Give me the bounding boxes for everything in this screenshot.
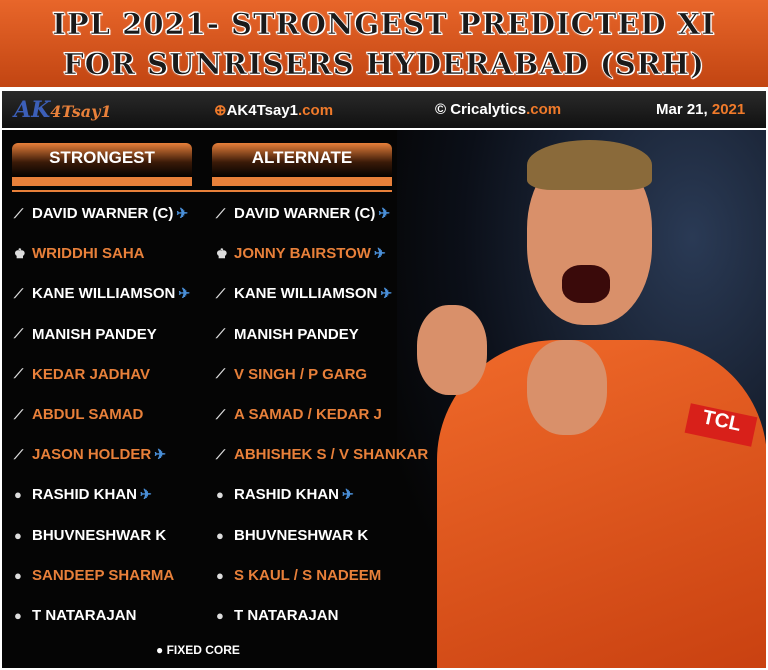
- player-name: MANISH PANDEY: [234, 325, 359, 343]
- player-name: ABDUL SAMAD: [32, 406, 144, 423]
- bat-icon: ⟋: [14, 446, 24, 462]
- player-name: BHUVNESHWAR K: [32, 526, 167, 544]
- bat-icon: ⟋: [216, 205, 226, 221]
- bat-icon: ⟋: [216, 326, 226, 342]
- player-row: ⟋ KANE WILLIAMSON ✈: [216, 285, 392, 302]
- ball-icon: ●: [14, 527, 22, 543]
- player-name: KANE WILLIAMSON: [32, 285, 176, 303]
- bat-icon: ⟋: [14, 285, 24, 301]
- ball-icon: ●: [216, 487, 224, 503]
- player-row: ● SANDEEP SHARMA: [14, 567, 174, 584]
- player-row: ⟋ V SINGH / P GARG: [216, 366, 367, 383]
- player-name: KANE WILLIAMSON: [234, 285, 378, 303]
- player-row: ● RASHID KHAN ✈: [216, 486, 354, 503]
- ball-icon: ●: [156, 643, 167, 657]
- player-name: RASHID KHAN: [32, 486, 137, 504]
- player-name: T NATARAJAN: [234, 607, 339, 624]
- player-row: ♚ JONNY BAIRSTOW ✈: [216, 245, 386, 262]
- bat-icon: ⟋: [14, 326, 24, 342]
- overseas-plane-icon: ✈: [378, 205, 391, 221]
- overseas-plane-icon: ✈: [178, 285, 191, 302]
- strongest-button[interactable]: STRONGEST: [12, 143, 192, 186]
- alternate-button[interactable]: ALTERNATE: [212, 143, 392, 186]
- overseas-plane-icon: ✈: [176, 205, 189, 221]
- player-row: ● BHUVNESHWAR K: [14, 527, 166, 544]
- player-row: ⟋ A SAMAD / KEDAR J: [216, 406, 382, 423]
- ball-icon: ●: [216, 527, 224, 543]
- title-line-2: FOR SUNRISERS HYDERABAD (SRH): [63, 47, 705, 82]
- player-row: ● RASHID KHAN ✈: [14, 486, 152, 503]
- ball-icon: ●: [14, 608, 22, 623]
- player-row: ● BHUVNESHWAR K: [216, 527, 368, 544]
- overseas-plane-icon: ✈: [342, 486, 354, 503]
- player-row: ● T NATARAJAN: [14, 607, 136, 624]
- player-row: ⟋ KANE WILLIAMSON ✈: [14, 285, 190, 302]
- legend-fixed-core: ● FIXED CORE: [156, 643, 240, 657]
- main-panel: TCL STRONGEST ALTERNATE ⟋ DAVID WARNER (C…: [2, 130, 766, 668]
- bat-icon: ⟋: [216, 446, 226, 462]
- ball-icon: ●: [216, 608, 224, 623]
- player-name: V SINGH / P GARG: [234, 365, 368, 383]
- ball-icon: ●: [216, 567, 224, 583]
- overseas-plane-icon: ✈: [380, 285, 393, 302]
- player-name: BHUVNESHWAR K: [234, 526, 369, 544]
- overseas-plane-icon: ✈: [373, 245, 386, 262]
- player-row: ● S KAUL / S NADEEM: [216, 567, 381, 584]
- bat-icon: ⟋: [216, 366, 226, 382]
- player-name: ABHISHEK S / V SHANKAR: [234, 446, 429, 464]
- player-name: A SAMAD / KEDAR J: [234, 406, 382, 423]
- title-banner: IPL 2021- STRONGEST PREDICTED XI FOR SUN…: [0, 0, 768, 89]
- player-name: DAVID WARNER (C): [234, 205, 376, 222]
- bat-icon: ⟋: [14, 366, 24, 382]
- player-name: SANDEEP SHARMA: [32, 566, 175, 584]
- player-name: T NATARAJAN: [32, 607, 137, 624]
- player-name: KEDAR JADHAV: [32, 365, 151, 383]
- bat-icon: ⟋: [14, 406, 24, 422]
- site-link-cricalytics[interactable]: © Cricalytics.com: [435, 101, 562, 118]
- overseas-plane-icon: ✈: [154, 446, 166, 463]
- player-row: ⟋ ABHISHEK S / V SHANKAR: [216, 446, 428, 463]
- player-row: ⟋ JASON HOLDER ✈: [14, 446, 166, 463]
- player-name: JASON HOLDER: [32, 446, 152, 464]
- player-row: ⟋ ABDUL SAMAD: [14, 406, 143, 423]
- title-line-1: IPL 2021- STRONGEST PREDICTED XI: [52, 7, 716, 42]
- overseas-plane-icon: ✈: [140, 486, 152, 503]
- globe-icon: ⊕: [214, 102, 227, 119]
- player-name: RASHID KHAN: [234, 486, 339, 504]
- site-link-ak4tsay1[interactable]: ⊕AK4Tsay1.com: [214, 102, 334, 119]
- ball-icon: ●: [14, 567, 22, 583]
- logo: AK4Tsay1: [14, 97, 112, 123]
- bat-icon: ⟋: [216, 406, 226, 422]
- header-bar: AK4Tsay1 ⊕AK4Tsay1.com © Cricalytics.com…: [2, 91, 766, 128]
- player-row: ⟋ DAVID WARNER (C) ✈: [14, 205, 188, 222]
- player-row: ⟋ KEDAR JADHAV: [14, 366, 150, 383]
- keeper-icon: ♚: [14, 245, 26, 261]
- divider: [12, 190, 392, 192]
- player-row: ♚ WRIDDHI SAHA: [14, 245, 145, 262]
- date: Mar 21, 2021: [656, 101, 746, 118]
- keeper-icon: ♚: [216, 245, 228, 261]
- bat-icon: ⟋: [14, 205, 24, 221]
- player-name: DAVID WARNER (C): [32, 205, 174, 222]
- bat-icon: ⟋: [216, 285, 226, 301]
- player-name: S KAUL / S NADEEM: [234, 566, 382, 584]
- player-row: ⟋ DAVID WARNER (C) ✈: [216, 205, 390, 222]
- player-row: ⟋ MANISH PANDEY: [216, 326, 359, 343]
- ball-icon: ●: [14, 487, 22, 503]
- player-photo: TCL: [397, 130, 766, 668]
- player-row: ● T NATARAJAN: [216, 607, 338, 624]
- player-name: JONNY BAIRSTOW: [234, 245, 371, 263]
- player-name: WRIDDHI SAHA: [32, 245, 145, 263]
- player-row: ⟋ MANISH PANDEY: [14, 326, 157, 343]
- player-name: MANISH PANDEY: [32, 325, 157, 343]
